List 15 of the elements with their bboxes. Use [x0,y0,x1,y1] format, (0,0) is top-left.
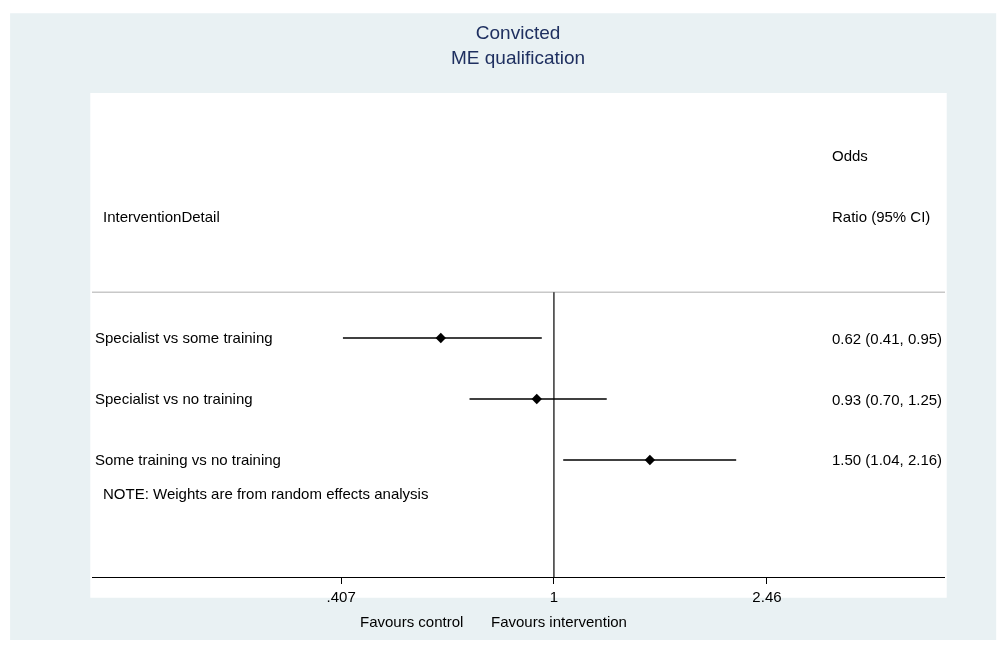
text: Favours control [360,613,464,630]
text: InterventionDetail [103,208,220,225]
annotation: 1.50 (1.04, 2.16) [832,451,943,468]
y-tick-label: Some training vs no training [95,451,281,469]
y-tick-label: Specialist vs no training [95,390,253,408]
x-tick-label: 1 [549,588,559,606]
chart-title: Convicted ME qualification [451,22,586,68]
x-tick-label: 2.46 [752,588,782,606]
annotation: 0.62 (0.41, 0.95) [832,330,943,347]
annotation: 0.93 (0.70, 1.25) [832,391,943,408]
text: Favours intervention [491,613,627,630]
annotation: NOTE: Weights are from random effects analysis [103,485,429,502]
y-tick-label: Specialist vs some training [95,329,273,347]
x-tick-label: .407 [326,588,356,606]
text: Odds Ratio (95% CI) [832,147,931,225]
